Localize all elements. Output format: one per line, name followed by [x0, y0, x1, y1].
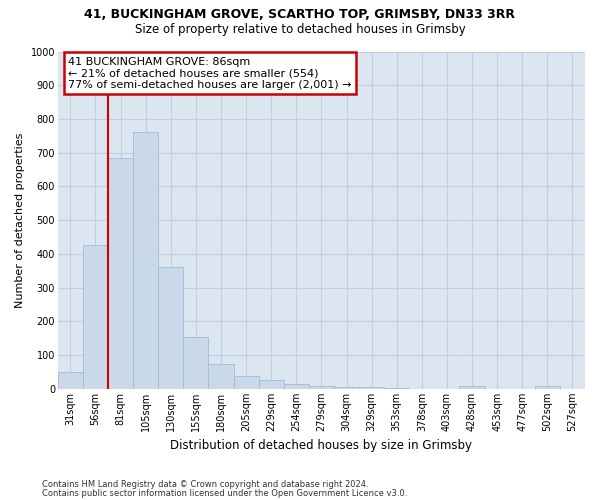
Bar — [384, 388, 409, 389]
Bar — [58, 372, 83, 389]
Bar — [108, 158, 133, 389]
Bar — [460, 386, 485, 389]
Bar — [133, 132, 158, 389]
Bar — [259, 380, 284, 389]
Text: 41, BUCKINGHAM GROVE, SCARTHO TOP, GRIMSBY, DN33 3RR: 41, BUCKINGHAM GROVE, SCARTHO TOP, GRIMS… — [85, 8, 515, 20]
Bar — [158, 268, 184, 389]
Bar — [284, 384, 309, 389]
Text: Size of property relative to detached houses in Grimsby: Size of property relative to detached ho… — [134, 22, 466, 36]
Bar — [334, 386, 359, 389]
Bar — [233, 376, 259, 389]
Bar — [535, 386, 560, 389]
Text: Contains public sector information licensed under the Open Government Licence v3: Contains public sector information licen… — [42, 488, 407, 498]
Bar — [83, 246, 108, 389]
Bar — [208, 364, 233, 389]
Bar — [309, 386, 334, 389]
Y-axis label: Number of detached properties: Number of detached properties — [15, 132, 25, 308]
Text: Contains HM Land Registry data © Crown copyright and database right 2024.: Contains HM Land Registry data © Crown c… — [42, 480, 368, 489]
Text: 41 BUCKINGHAM GROVE: 86sqm
← 21% of detached houses are smaller (554)
77% of sem: 41 BUCKINGHAM GROVE: 86sqm ← 21% of deta… — [68, 56, 352, 90]
Bar — [359, 387, 384, 389]
X-axis label: Distribution of detached houses by size in Grimsby: Distribution of detached houses by size … — [170, 440, 472, 452]
Bar — [184, 336, 208, 389]
